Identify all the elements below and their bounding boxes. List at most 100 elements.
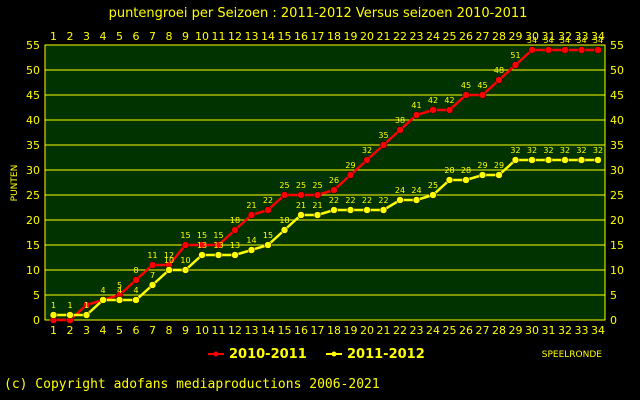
data-label-2011-2012-14: 15	[263, 231, 273, 240]
y-tick-right-45: 45	[610, 89, 624, 102]
x-tick-top-23: 23	[410, 30, 424, 43]
x-tick-bottom-14: 14	[261, 324, 275, 337]
data-label-2011-2012-26: 28	[461, 166, 471, 175]
data-point-2010-2011-30	[528, 46, 536, 54]
x-tick-top-25: 25	[443, 30, 457, 43]
data-label-2010-2011-5: 5	[117, 281, 122, 290]
y-tick-right-15: 15	[610, 239, 624, 252]
x-tick-bottom-22: 22	[393, 324, 407, 337]
data-point-2011-2012-34	[594, 156, 602, 164]
x-tick-top-11: 11	[212, 30, 226, 43]
x-tick-bottom-1: 1	[50, 324, 57, 337]
data-point-2011-2012-10	[198, 251, 206, 259]
x-tick-bottom-19: 19	[344, 324, 358, 337]
x-tick-bottom-21: 21	[377, 324, 391, 337]
data-label-2010-2011-30: 54	[527, 36, 537, 45]
data-label-2011-2012-12: 13	[230, 241, 240, 250]
data-label-2010-2011-26: 45	[461, 81, 471, 90]
copyright-text: (c) Copyright adofans mediaproductions 2…	[4, 377, 380, 392]
y-tick-left-5: 5	[33, 289, 40, 302]
data-label-2011-2012-8: 10	[164, 256, 174, 265]
data-point-2011-2012-13	[247, 246, 256, 254]
x-tick-bottom-10: 10	[195, 324, 209, 337]
data-label-2010-2011-21: 35	[378, 131, 388, 140]
data-label-2010-2011-20: 32	[362, 146, 372, 155]
x-tick-top-14: 14	[261, 30, 275, 43]
y-tick-right-5: 5	[610, 289, 617, 302]
x-tick-top-6: 6	[133, 30, 140, 43]
data-label-2010-2011-24: 42	[428, 96, 438, 105]
data-point-2011-2012-7	[148, 281, 157, 289]
data-point-2010-2011-32	[561, 46, 569, 54]
y-tick-right-10: 10	[610, 264, 624, 277]
legend-marker-2011-2012	[331, 351, 337, 357]
data-label-2010-2011-8: 12	[164, 251, 174, 260]
y-tick-left-25: 25	[26, 189, 40, 202]
x-tick-top-2: 2	[67, 30, 74, 43]
x-tick-bottom-29: 29	[509, 324, 523, 337]
data-point-2010-2011-31	[544, 46, 553, 54]
y-tick-left-40: 40	[26, 114, 40, 127]
data-label-2011-2012-30: 32	[527, 146, 537, 155]
data-point-2010-2011-25	[445, 106, 454, 114]
x-tick-top-29: 29	[509, 30, 523, 43]
legend-label-2010-2011: 2010-2011	[229, 347, 307, 362]
data-point-2011-2012-21	[379, 206, 388, 214]
y-tick-left-10: 10	[26, 264, 40, 277]
y-tick-left-30: 30	[26, 164, 40, 177]
y-tick-left-50: 50	[26, 64, 40, 77]
x-tick-top-4: 4	[100, 30, 107, 43]
y-tick-left-35: 35	[26, 139, 40, 152]
x-tick-top-20: 20	[360, 30, 374, 43]
y-axis-label: PUNTEN	[10, 165, 20, 202]
x-tick-bottom-18: 18	[327, 324, 341, 337]
x-tick-bottom-24: 24	[426, 324, 440, 337]
data-point-2011-2012-30	[528, 156, 536, 164]
data-label-2011-2012-16: 21	[296, 201, 306, 210]
data-point-2011-2012-19	[346, 206, 355, 214]
data-point-2011-2012-15	[280, 226, 289, 234]
data-point-2010-2011-15	[280, 191, 289, 199]
data-point-2011-2012-31	[544, 156, 553, 164]
data-point-2010-2011-21	[379, 141, 388, 149]
data-point-2011-2012-25	[445, 176, 454, 184]
data-point-2010-2011-34	[594, 46, 602, 54]
legend: 2010-2011 2011-2012	[208, 347, 425, 362]
x-tick-top-22: 22	[393, 30, 407, 43]
data-label-2011-2012-10: 13	[197, 241, 207, 250]
data-point-2010-2011-12	[231, 226, 239, 234]
x-tick-top-9: 9	[182, 30, 189, 43]
data-point-2011-2012-28	[495, 171, 503, 179]
data-point-2010-2011-26	[462, 91, 470, 99]
data-point-2010-2011-20	[363, 156, 371, 164]
x-tick-top-32: 32	[558, 30, 572, 43]
data-point-2011-2012-12	[231, 251, 239, 259]
data-point-2010-2011-18	[330, 186, 338, 194]
data-label-2011-2012-24: 25	[428, 181, 438, 190]
data-label-2011-2012-7: 7	[150, 271, 155, 280]
x-tick-top-15: 15	[278, 30, 292, 43]
x-tick-bottom-5: 5	[116, 324, 123, 337]
x-tick-bottom-15: 15	[278, 324, 292, 337]
data-label-2010-2011-22: 38	[395, 116, 405, 125]
legend-label-2011-2012: 2011-2012	[347, 347, 425, 362]
data-point-2010-2011-11	[214, 241, 223, 249]
data-label-2010-2011-6: 8	[133, 266, 138, 275]
data-point-2010-2011-16	[297, 191, 305, 199]
data-label-2011-2012-32: 32	[560, 146, 570, 155]
data-label-2011-2012-11: 13	[213, 241, 223, 250]
x-tick-top-34: 34	[591, 30, 605, 43]
y-tick-right-35: 35	[610, 139, 624, 152]
x-tick-bottom-4: 4	[100, 324, 107, 337]
y-tick-left-0: 0	[33, 314, 40, 327]
data-label-2010-2011-14: 22	[263, 196, 273, 205]
y-tick-right-55: 55	[610, 39, 624, 52]
data-label-2010-2011-9: 15	[180, 231, 190, 240]
x-tick-bottom-7: 7	[149, 324, 156, 337]
data-point-2011-2012-11	[214, 251, 223, 259]
y-tick-right-25: 25	[610, 189, 624, 202]
x-tick-top-24: 24	[426, 30, 440, 43]
x-tick-bottom-30: 30	[525, 324, 539, 337]
